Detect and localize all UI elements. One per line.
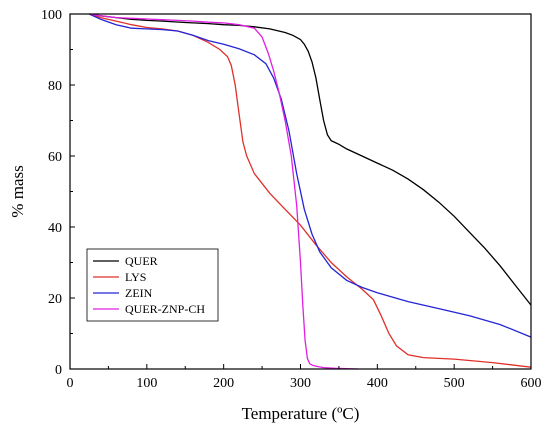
series-line-quer-znp-ch — [89, 13, 359, 370]
series-line-quer — [89, 13, 532, 306]
legend-label-quer: QUER — [125, 254, 158, 268]
y-axis: 0 20 40 60 80 100 — [41, 8, 75, 378]
x-tick-label: 100 — [136, 376, 157, 391]
y-tick-label: 80 — [48, 79, 62, 94]
x-tick-label: 600 — [521, 376, 542, 391]
x-tick-label: 300 — [290, 376, 311, 391]
y-tick-label: 20 — [48, 292, 62, 307]
legend: QUER LYS ZEIN QUER-ZNP-CH — [86, 248, 219, 322]
legend-label-zein: ZEIN — [125, 286, 153, 300]
x-tick-label: 200 — [213, 376, 234, 391]
legend-label-quer-znp-ch: QUER-ZNP-CH — [125, 302, 205, 316]
y-tick-label: 100 — [41, 8, 62, 23]
x-axis: 0 100 200 300 400 500 600 — [67, 364, 542, 391]
y-tick-label: 0 — [55, 363, 62, 378]
x-tick-label: 0 — [67, 376, 74, 391]
legend-label-lys: LYS — [125, 270, 146, 284]
x-tick-label: 400 — [367, 376, 388, 391]
x-axis-title: Temperature (ºC) — [242, 404, 360, 423]
plot-area — [88, 13, 532, 370]
series-line-zein — [88, 13, 532, 338]
y-tick-label: 40 — [48, 221, 62, 236]
y-axis-title: % mass — [8, 165, 27, 217]
y-tick-label: 60 — [48, 150, 62, 165]
x-tick-label: 500 — [444, 376, 465, 391]
